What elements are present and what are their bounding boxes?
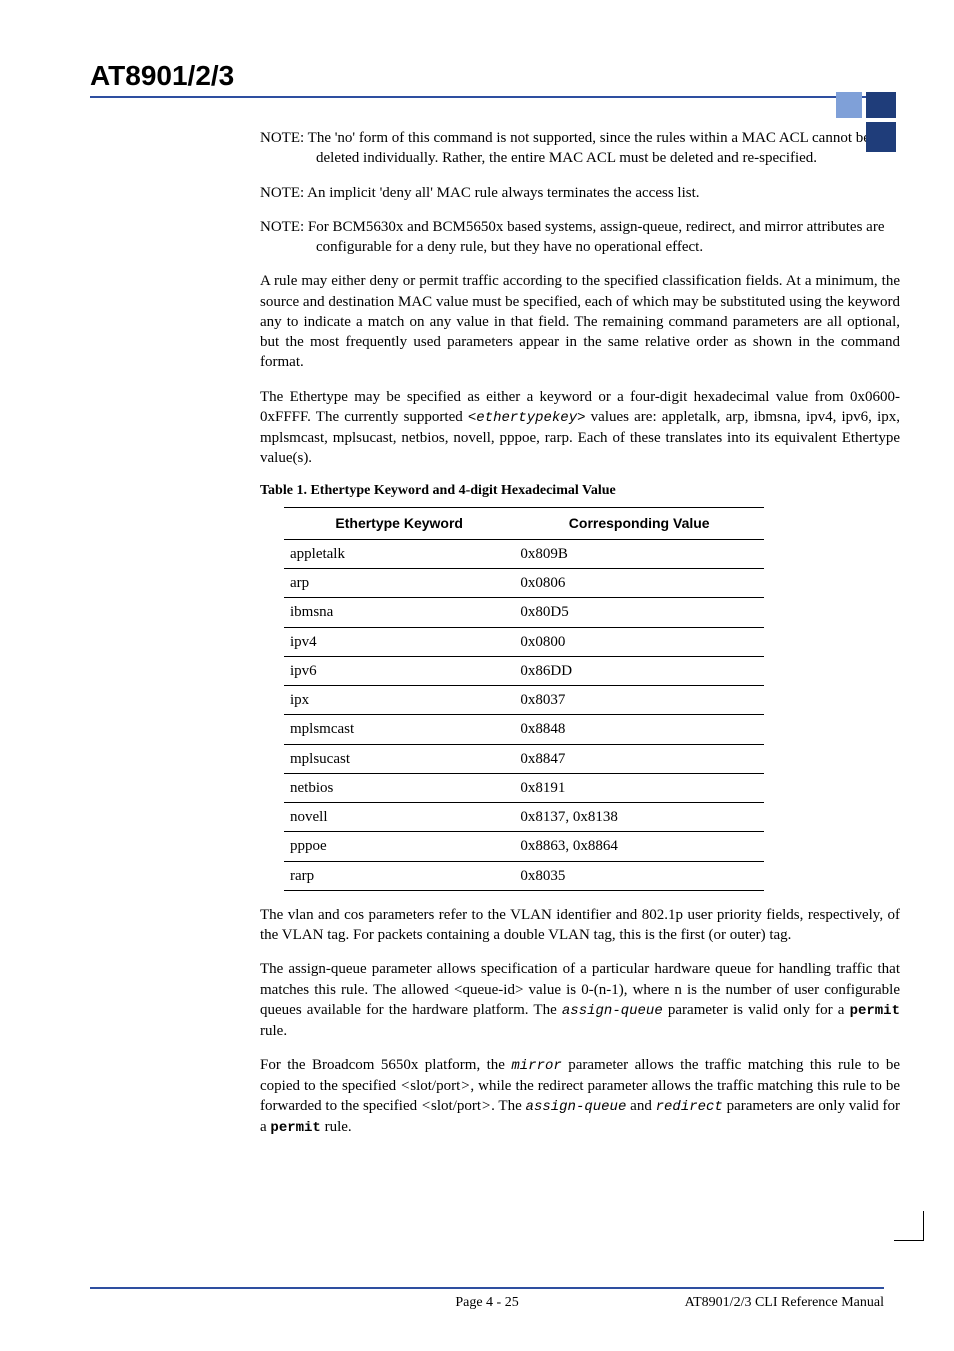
paragraph-vlan: The vlan and cos parameters refer to the…	[260, 905, 900, 946]
text-run: rule.	[260, 1023, 287, 1039]
cell-value: 0x809B	[514, 539, 764, 568]
footer-divider	[90, 1287, 884, 1289]
table-header-row: Ethertype Keyword Corresponding Value	[284, 508, 764, 540]
text-run: . The	[491, 1098, 525, 1114]
paragraph-rule-desc: A rule may either deny or permit traffic…	[260, 271, 900, 372]
note-1: NOTE: The 'no' form of this command is n…	[260, 128, 900, 169]
main-content: NOTE: The 'no' form of this command is n…	[260, 128, 900, 1138]
cell-value: 0x86DD	[514, 656, 764, 685]
table-row: netbios0x8191	[284, 773, 764, 802]
cell-value: 0x8035	[514, 861, 764, 890]
col-header-keyword: Ethertype Keyword	[284, 508, 514, 540]
page-header: AT8901/2/3	[90, 60, 884, 98]
table-row: novell0x8137, 0x8138	[284, 803, 764, 832]
ital-run: >	[460, 1078, 470, 1094]
text-run: For the Broadcom 5650x platform, the	[260, 1057, 511, 1073]
note-label: NOTE:	[260, 219, 304, 235]
code-run: mirror	[511, 1058, 561, 1074]
col-header-value: Corresponding Value	[514, 508, 764, 540]
cell-keyword: ipx	[284, 686, 514, 715]
cell-value: 0x8191	[514, 773, 764, 802]
ethertype-table: Ethertype Keyword Corresponding Value ap…	[284, 507, 764, 891]
cell-keyword: novell	[284, 803, 514, 832]
table-caption: Table 1. Ethertype Keyword and 4-digit H…	[260, 482, 900, 501]
cell-value: 0x0800	[514, 627, 764, 656]
note-text: For BCM5630x and BCM5650x based systems,…	[308, 219, 885, 255]
cell-value: 0x8037	[514, 686, 764, 715]
cell-keyword: mplsucast	[284, 744, 514, 773]
table-row: mplsmcast0x8848	[284, 715, 764, 744]
note-3: NOTE: For BCM5630x and BCM5650x based sy…	[260, 217, 900, 258]
ital-run: <	[421, 1098, 431, 1114]
cell-keyword: arp	[284, 569, 514, 598]
table-row: ipv40x0800	[284, 627, 764, 656]
brand-corner-logo	[836, 92, 896, 152]
cell-value: 0x0806	[514, 569, 764, 598]
cell-value: 0x8847	[514, 744, 764, 773]
text-run: slot/port	[410, 1078, 460, 1094]
code-run: <ethertypekey>	[468, 410, 586, 426]
cell-value: 0x8137, 0x8138	[514, 803, 764, 832]
bold-code-run: permit	[270, 1120, 320, 1136]
code-run: redirect	[656, 1099, 723, 1115]
note-text: An implicit 'deny all' MAC rule always t…	[307, 185, 699, 201]
text-run: parameter is valid only for a	[663, 1002, 850, 1018]
crop-mark-icon	[894, 1211, 924, 1241]
note-label: NOTE:	[260, 185, 304, 201]
cell-keyword: ipv6	[284, 656, 514, 685]
code-run: assign-queue	[562, 1003, 663, 1019]
cell-value: 0x80D5	[514, 598, 764, 627]
cell-keyword: netbios	[284, 773, 514, 802]
note-text: The 'no' form of this command is not sup…	[308, 130, 870, 166]
table-row: arp0x0806	[284, 569, 764, 598]
page-title: AT8901/2/3	[90, 60, 884, 92]
table-row: rarp0x8035	[284, 861, 764, 890]
cell-keyword: ipv4	[284, 627, 514, 656]
footer-doc-title: AT8901/2/3 CLI Reference Manual	[619, 1295, 884, 1311]
header-divider	[90, 96, 884, 98]
text-run: and	[626, 1098, 655, 1114]
table-row: ipx0x8037	[284, 686, 764, 715]
cell-keyword: rarp	[284, 861, 514, 890]
cell-value: 0x8848	[514, 715, 764, 744]
table-row: ibmsna0x80D5	[284, 598, 764, 627]
paragraph-mirror: For the Broadcom 5650x platform, the mir…	[260, 1055, 900, 1138]
code-run: assign-queue	[526, 1099, 627, 1115]
ital-run: <	[400, 1078, 410, 1094]
table-row: pppoe0x8863, 0x8864	[284, 832, 764, 861]
note-label: NOTE:	[260, 130, 304, 146]
footer-left	[90, 1295, 355, 1311]
paragraph-ethertype-desc: The Ethertype may be specified as either…	[260, 387, 900, 469]
note-2: NOTE: An implicit 'deny all' MAC rule al…	[260, 183, 900, 203]
table-row: mplsucast0x8847	[284, 744, 764, 773]
cell-keyword: pppoe	[284, 832, 514, 861]
text-run: slot/port	[431, 1098, 481, 1114]
bold-code-run: permit	[850, 1003, 900, 1019]
text-run: rule.	[321, 1119, 352, 1135]
cell-keyword: appletalk	[284, 539, 514, 568]
table-row: appletalk0x809B	[284, 539, 764, 568]
cell-value: 0x8863, 0x8864	[514, 832, 764, 861]
footer-page-number: Page 4 - 25	[355, 1295, 620, 1311]
paragraph-assign-queue: The assign-queue parameter allows specif…	[260, 959, 900, 1041]
cell-keyword: mplsmcast	[284, 715, 514, 744]
cell-keyword: ibmsna	[284, 598, 514, 627]
ital-run: >	[481, 1098, 491, 1114]
table-row: ipv60x86DD	[284, 656, 764, 685]
page-footer: Page 4 - 25 AT8901/2/3 CLI Reference Man…	[90, 1287, 884, 1311]
